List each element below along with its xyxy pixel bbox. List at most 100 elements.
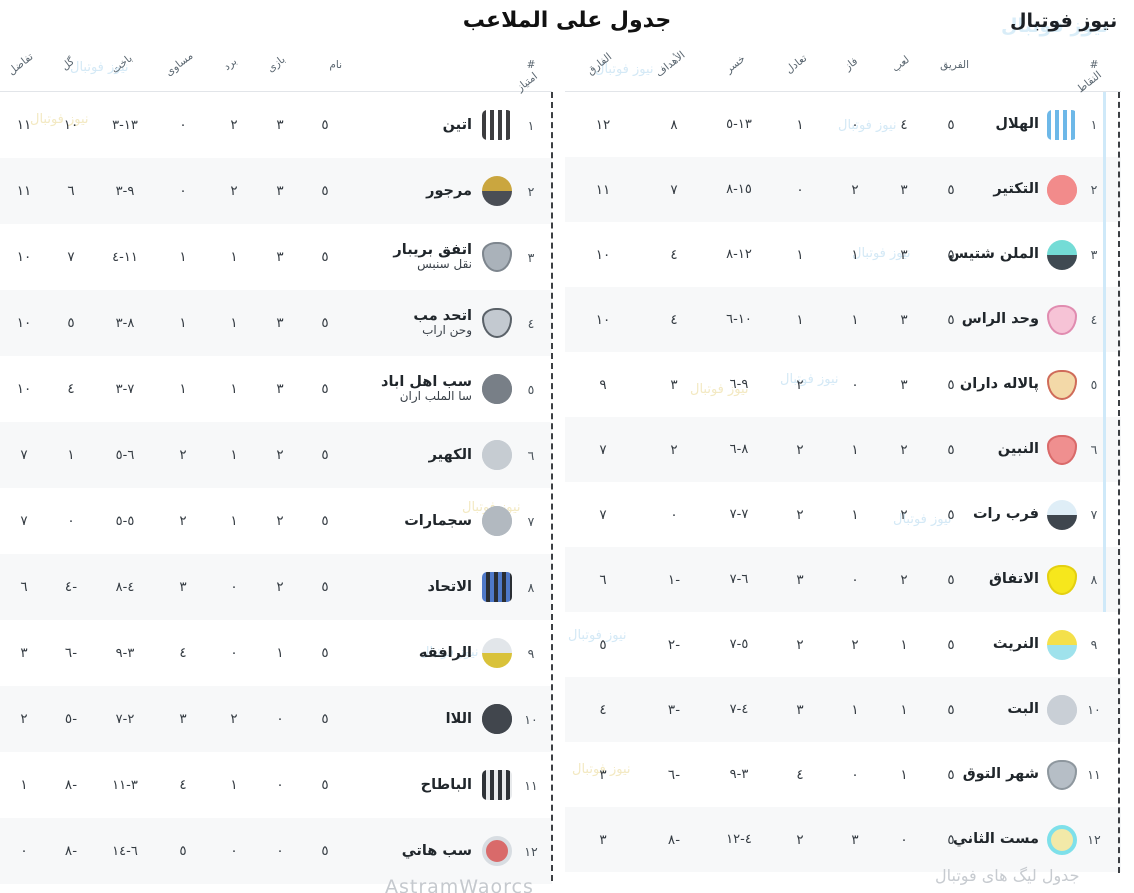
- drawn-cell: ١: [851, 246, 859, 263]
- table-row[interactable]: ٦ الكهير ٥ ٢ ١ ٢ ٦-٥ ١ ٧: [0, 422, 552, 488]
- lost-cell: ٢: [796, 636, 804, 653]
- table-row[interactable]: ٥ سب اهل اباد سا الملب اران ٥ ٣ ١ ١ ٧-٣ ٤ ١٠: [0, 356, 552, 422]
- table-row[interactable]: ٦ النبين ٥ ٢ ١ ٢ ٨-٦ ٢ ٧: [565, 417, 1121, 482]
- table-row[interactable]: ٣ اتفق بریبار نقل سنبس ٥ ٣ ١ ١ ١١-٤ ٧ ١٠: [0, 224, 552, 290]
- table-row[interactable]: ١ الهلال ٥ ٤ ٠ ١ ١٣-٥ ٨ ١٢: [565, 92, 1121, 157]
- table-row[interactable]: ٨ الاتفاق ٥ ٢ ٠ ٣ ٦-٧ -١ ٦: [565, 547, 1121, 612]
- team-name[interactable]: پالاله داران: [959, 376, 1039, 393]
- team-logo: [1039, 304, 1081, 335]
- drawn-cell: ٠: [851, 571, 859, 588]
- drawn-cell: ١: [851, 506, 859, 523]
- goal-diff-cell: -٦: [667, 766, 681, 783]
- table-left-dashed-border: [551, 92, 553, 881]
- goals-cell: ٤-٧: [729, 702, 749, 717]
- played-cell: ٥: [947, 636, 955, 653]
- goals-cell: ١٥-٨: [726, 182, 752, 197]
- points-cell: ٣: [599, 766, 607, 783]
- drawn-cell: ٢: [230, 183, 238, 199]
- team-name[interactable]: الباطاح: [420, 776, 472, 793]
- rank-cell: ٢: [1090, 182, 1098, 197]
- team-logo: [472, 638, 516, 668]
- points-cell: ١٠: [16, 249, 32, 265]
- won-cell: ٢: [900, 506, 908, 523]
- played-cell: ٥: [947, 376, 955, 393]
- won-cell: ١: [900, 766, 908, 783]
- stat-column-header: الفارق: [584, 50, 615, 77]
- stat-column-header: برد: [221, 54, 240, 73]
- table-row[interactable]: ٤ اتحد مب وحن اراب ٥ ٣ ١ ١ ٨-٣ ٥ ١٠: [0, 290, 552, 356]
- team-name[interactable]: النريث: [992, 636, 1039, 653]
- table-row[interactable]: ١٠ اللاا ٥ ٠ ٢ ٣ ٢-٧ -٥ ٢: [0, 686, 552, 752]
- goals-cell: ٥-٧: [729, 637, 749, 652]
- won-cell: ٣: [276, 183, 284, 199]
- lost-cell: ١: [796, 116, 804, 133]
- team-name[interactable]: التكتير: [993, 181, 1039, 198]
- points-cell: ٠: [20, 843, 28, 859]
- team-name[interactable]: الرافقه: [418, 644, 472, 661]
- team-name[interactable]: مست الثاني: [952, 831, 1039, 848]
- goal-diff-cell: -٨: [64, 843, 78, 859]
- team-name[interactable]: وحد الراس: [961, 311, 1039, 328]
- goals-cell: ٨-٦: [729, 442, 749, 457]
- team-name[interactable]: الاتحاد: [427, 578, 472, 595]
- team-name[interactable]: شهر التوق: [962, 766, 1039, 783]
- team-logo: [1039, 434, 1081, 465]
- played-cell: ٥: [947, 831, 955, 848]
- goal-diff-cell: ٢: [670, 441, 678, 458]
- lost-cell: ١: [179, 249, 187, 265]
- team-logo: [1039, 629, 1081, 660]
- table-row[interactable]: ٨ الاتحاد ٥ ٢ ٠ ٣ ٤-٨ -٤ ٦: [0, 554, 552, 620]
- team-name[interactable]: اللاا: [445, 710, 472, 727]
- goal-diff-cell: -٤: [64, 579, 78, 595]
- played-cell: ٥: [321, 249, 329, 265]
- team-name[interactable]: الهلال: [995, 116, 1039, 133]
- table-row[interactable]: ٣ الملن شتيس ٥ ٣ ١ ١ ١٢-٨ ٤ ١٠: [565, 222, 1121, 287]
- table-row[interactable]: ١ اتین ٥ ٣ ٢ ٠ ١٣-٣ ١٠ ١١: [0, 92, 552, 158]
- table-row[interactable]: ٤ وحد الراس ٥ ٣ ١ ١ ١٠-٦ ٤ ١٠: [565, 287, 1121, 352]
- points-cell: ١: [20, 777, 28, 793]
- points-cell: ٤: [599, 701, 607, 718]
- drawn-cell: ١: [851, 701, 859, 718]
- won-cell: ٢: [900, 571, 908, 588]
- drawn-cell: ٣: [851, 831, 859, 848]
- team-name[interactable]: اتحد مب وحن اراب: [413, 307, 472, 338]
- table-row[interactable]: ٧ سجمارات ٥ ٢ ١ ٢ ٥-٥ ٠ ٧: [0, 488, 552, 554]
- goal-diff-cell: ٨: [670, 116, 678, 133]
- table-row[interactable]: ٢ مرجور ٥ ٣ ٢ ٠ ٩-٣ ٦ ١١: [0, 158, 552, 224]
- table-row[interactable]: ٧ فرب رات ٥ ٢ ١ ٢ ٧-٧ ٠ ٧: [565, 482, 1121, 547]
- lost-cell: ٠: [179, 183, 187, 199]
- table-row[interactable]: ٩ النريث ٥ ١ ٢ ٢ ٥-٧ -٢ ٥: [565, 612, 1121, 677]
- table-row[interactable]: ١٢ مست الثاني ٥ ٠ ٣ ٢ ٤-١٢ -٨ ٣: [565, 807, 1121, 872]
- team-name[interactable]: الملن شتيس: [948, 246, 1039, 263]
- lost-cell: ٤: [796, 766, 804, 783]
- stat-column-header: تفاضل: [5, 50, 36, 78]
- goals-cell: ٩-٦: [729, 377, 749, 392]
- team-name[interactable]: الاتفاق: [988, 571, 1039, 588]
- team-name[interactable]: الكهير: [428, 446, 472, 463]
- team-name[interactable]: سب اهل اباد سا الملب اران: [381, 373, 472, 404]
- table-row[interactable]: ٥ پالاله داران ٥ ٣ ٠ ٢ ٩-٦ ٣ ٩: [565, 352, 1121, 417]
- table-row[interactable]: ١٢ سب هاتي ٥ ٠ ٠ ٥ ٦-١٤ -٨ ٠: [0, 818, 552, 884]
- goals-cell: ٧-٧: [729, 507, 749, 522]
- watermark-bottom-center: AstramWaorcs: [385, 876, 534, 893]
- team-logo: [1039, 109, 1081, 140]
- team-name[interactable]: مرجور: [426, 182, 472, 199]
- team-name[interactable]: سجمارات: [404, 512, 472, 529]
- team-name[interactable]: النبين: [997, 441, 1039, 458]
- table-row[interactable]: ٢ التكتير ٥ ٣ ٢ ٠ ١٥-٨ ٧ ١١: [565, 157, 1121, 222]
- team-name[interactable]: سب هاتي: [401, 842, 472, 859]
- table-row[interactable]: ١٠ البت ٥ ١ ١ ٣ ٤-٧ -٣ ٤: [565, 677, 1121, 742]
- table-body: ١ الهلال ٥ ٤ ٠ ١ ١٣-٥ ٨ ١٢ ٢ التكتير ٥ ٣ ٢ ٠ ١٥-٨ ٧ ١١ ٣ ال…: [565, 92, 1121, 872]
- drawn-cell: ٠: [230, 645, 238, 661]
- points-cell: ١٠: [16, 315, 32, 331]
- table-row[interactable]: ١١ شهر التوق ٥ ١ ٠ ٤ ٣-٩ -٦ ٣: [565, 742, 1121, 807]
- table-row[interactable]: ١١ الباطاح ٥ ٠ ١ ٤ ٣-١١ -٨ ١: [0, 752, 552, 818]
- goal-diff-cell: ٠: [67, 513, 75, 529]
- team-name[interactable]: فرب رات: [972, 506, 1039, 523]
- team-name[interactable]: البت: [1007, 701, 1039, 718]
- goals-cell: ٦-٧: [729, 572, 749, 587]
- team-name[interactable]: اتین: [442, 116, 472, 133]
- table-row[interactable]: ٩ الرافقه ٥ ١ ٠ ٤ ٣-٩ -٦ ٣: [0, 620, 552, 686]
- team-name[interactable]: اتفق بریبار نقل سنبس: [393, 241, 472, 272]
